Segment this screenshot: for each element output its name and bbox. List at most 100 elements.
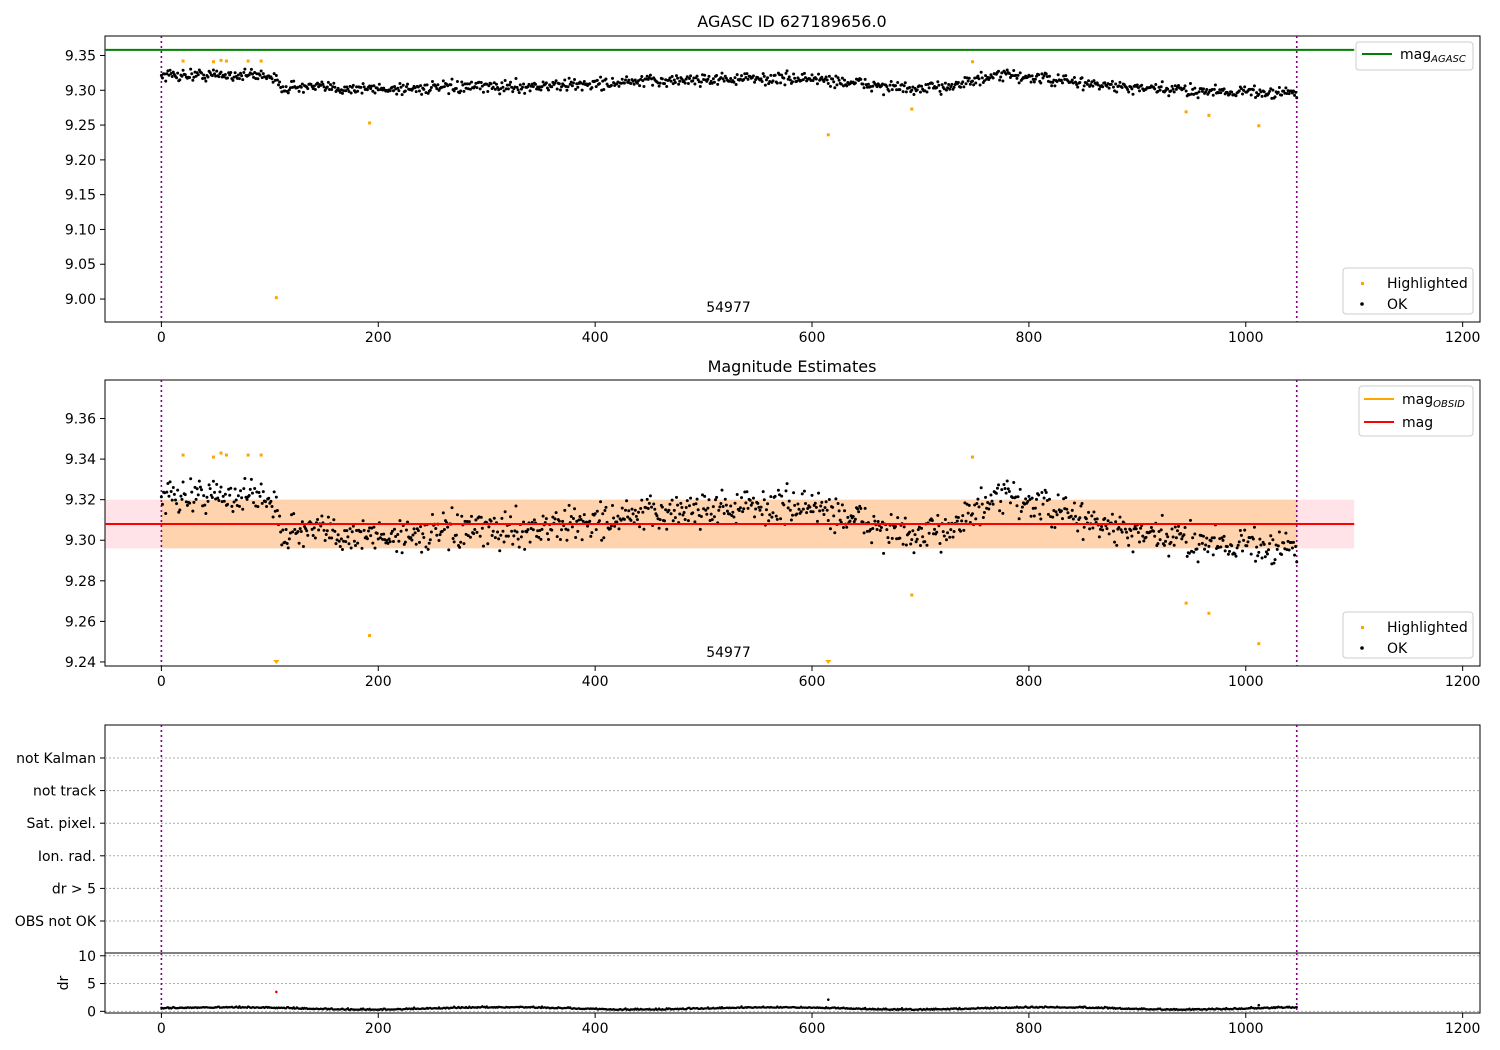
ok-point: [343, 85, 347, 89]
ok-point: [1174, 536, 1178, 540]
ok-point: [1100, 525, 1104, 529]
ok-point: [795, 79, 799, 83]
ok-point: [1053, 526, 1057, 530]
ok-point: [670, 498, 674, 502]
ok-point: [704, 508, 708, 512]
ok-point: [1187, 551, 1191, 555]
ok-point: [194, 74, 198, 78]
ok-point: [515, 85, 519, 89]
ok-point: [918, 544, 922, 548]
ok-point: [981, 515, 985, 519]
ok-point: [1212, 536, 1216, 540]
ok-point: [946, 86, 950, 90]
ok-point: [1012, 481, 1016, 485]
ok-point: [1197, 90, 1201, 94]
ok-point: [536, 85, 540, 89]
ok-point: [286, 546, 290, 550]
ok-point: [802, 489, 806, 493]
ok-point: [998, 509, 1002, 513]
ok-point: [686, 519, 690, 523]
ok-point: [925, 543, 929, 547]
ok-point: [506, 87, 510, 91]
ok-point: [1118, 80, 1122, 84]
ok-point: [594, 85, 598, 89]
ok-point: [1269, 534, 1273, 538]
ok-point: [163, 72, 167, 76]
ok-point: [523, 547, 527, 551]
ok-point: [500, 516, 504, 520]
ok-point: [1276, 544, 1280, 548]
ok-point: [862, 531, 866, 535]
ok-point: [822, 79, 826, 83]
ok-point: [645, 74, 649, 78]
ok-point: [292, 512, 296, 516]
ok-point: [1140, 83, 1144, 87]
ok-point: [403, 540, 407, 544]
ok-point: [211, 479, 215, 483]
ok-point: [537, 535, 541, 539]
ok-point: [1052, 509, 1056, 513]
ok-point: [226, 502, 230, 506]
ok-point: [707, 74, 711, 78]
ok-point: [1199, 87, 1203, 91]
ok-point: [776, 488, 780, 492]
dr-highlighted-point: [275, 990, 278, 994]
ok-point: [810, 73, 814, 77]
obsid-label: 54977: [706, 645, 751, 661]
ok-point: [718, 505, 722, 509]
ok-point: [964, 82, 968, 86]
ok-point: [822, 512, 826, 516]
ok-point: [555, 87, 559, 91]
ok-point: [1005, 479, 1009, 483]
ok-point: [486, 89, 490, 93]
ok-point: [642, 527, 646, 531]
ok-point: [1066, 511, 1070, 515]
x-tick-label: 200: [365, 1021, 392, 1037]
ok-point: [567, 503, 571, 507]
ok-point: [287, 537, 291, 541]
agasc-panel-title: AGASC ID 627189656.0: [697, 12, 886, 31]
ok-point: [440, 529, 444, 533]
ok-point: [1104, 524, 1108, 528]
ok-point: [403, 89, 407, 93]
highlighted-point: [368, 634, 372, 638]
x-tick-label: 1200: [1445, 1021, 1481, 1037]
ok-point: [834, 74, 838, 78]
ok-point: [493, 87, 497, 91]
ok-point: [1046, 512, 1050, 516]
ok-point: [733, 501, 737, 505]
ok-point: [299, 530, 303, 534]
ok-point: [185, 503, 189, 507]
ok-point: [910, 538, 914, 542]
x-tick-label: 200: [365, 330, 392, 346]
ok-point: [984, 495, 988, 499]
ok-point: [202, 73, 206, 77]
ok-point: [999, 75, 1003, 79]
ok-point: [1234, 554, 1238, 558]
ok-point: [331, 528, 335, 532]
ok-point: [828, 84, 832, 88]
ok-point: [355, 528, 359, 532]
ok-point: [779, 517, 783, 521]
ok-point: [468, 535, 472, 539]
ok-point: [351, 524, 355, 528]
ok-point: [172, 492, 176, 496]
ok-point: [1017, 81, 1021, 85]
ok-point: [1207, 544, 1211, 548]
ok-point: [1235, 546, 1239, 550]
ok-point: [241, 507, 245, 511]
ok-point: [347, 542, 351, 546]
ok-point: [1277, 85, 1281, 89]
ok-point: [462, 542, 466, 546]
ok-point: [427, 541, 431, 545]
ok-point: [703, 73, 707, 77]
obsid-label: 54977: [706, 300, 751, 316]
x-tick-label: 0: [157, 330, 166, 346]
ok-point: [1133, 524, 1137, 528]
ok-point: [1153, 87, 1157, 91]
ok-point: [229, 486, 233, 490]
ok-point: [834, 497, 838, 501]
ok-point: [668, 76, 672, 80]
ok-point: [837, 509, 841, 513]
ok-point: [845, 525, 849, 529]
